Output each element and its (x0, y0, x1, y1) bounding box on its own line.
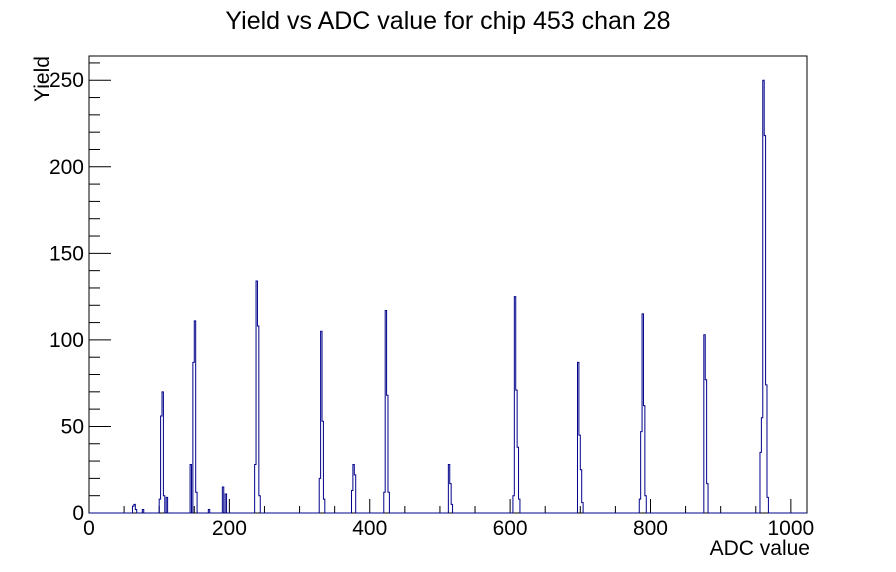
x-tick-label: 1000 (767, 517, 814, 540)
x-tick-label: 400 (352, 517, 387, 540)
y-tick-label: 100 (49, 329, 84, 352)
plot-frame (88, 55, 808, 514)
chart-title: Yield vs ADC value for chip 453 chan 28 (225, 7, 671, 35)
histogram-line (89, 79, 807, 514)
y-tick-label: 50 (61, 415, 84, 438)
y-tick-label: 150 (49, 242, 84, 265)
x-tick-label: 800 (633, 517, 668, 540)
x-tick-label: 200 (212, 517, 247, 540)
y-tick-label: 250 (49, 69, 84, 92)
x-axis-title: ADC value (709, 537, 810, 560)
y-axis-title: Yield (31, 56, 54, 102)
y-tick-label: 200 (49, 156, 84, 179)
y-tick-label: 0 (72, 502, 84, 525)
x-tick-label: 600 (493, 517, 528, 540)
x-tick-label: 0 (83, 517, 95, 540)
